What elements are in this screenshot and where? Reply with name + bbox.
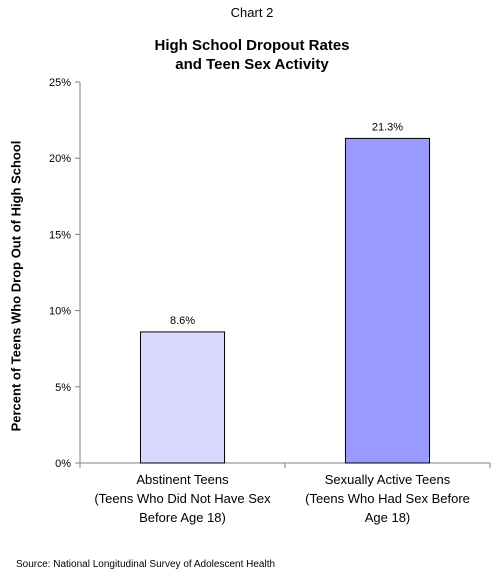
chart-title: High School Dropout Rates and Teen Sex A… xyxy=(0,36,504,74)
x-category-label: Before Age 18) xyxy=(139,510,226,525)
x-category-label: Abstinent Teens xyxy=(136,472,229,487)
chart-title-line-1: High School Dropout Rates xyxy=(154,37,350,54)
bar xyxy=(139,331,226,464)
x-category-label: Sexually Active Teens xyxy=(325,472,451,487)
chart-title-line-2: and Teen Sex Activity xyxy=(175,56,329,73)
y-tick-label: 10% xyxy=(49,306,71,318)
y-tick-label: 25% xyxy=(49,77,71,89)
x-category-label: (Teens Who Had Sex Before xyxy=(305,491,470,506)
x-category-label: Age 18) xyxy=(365,510,411,525)
data-label: 21.3% xyxy=(372,121,403,133)
bar xyxy=(344,137,431,464)
chart-label: Chart 2 xyxy=(230,5,274,20)
data-label: 8.6% xyxy=(170,315,195,327)
y-tick-label: 0% xyxy=(55,458,71,470)
y-tick-label: 20% xyxy=(49,153,71,165)
y-tick-label: 15% xyxy=(49,229,71,241)
x-category-label: (Teens Who Did Not Have Sex xyxy=(94,491,271,506)
source-note: Source: National Longitudinal Survey of … xyxy=(16,559,276,570)
y-tick-label: 5% xyxy=(55,382,71,394)
